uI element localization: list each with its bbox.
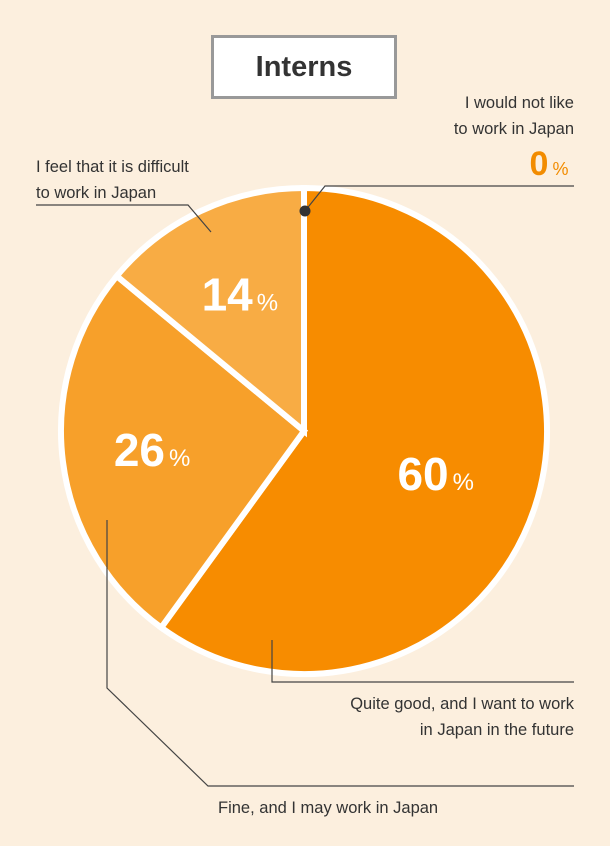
- slice-label-26: Fine, and I may work in Japan: [218, 795, 438, 821]
- slice-label-26-line-1: Fine, and I may work in Japan: [218, 799, 439, 817]
- slice-label-0-line-1: I would not like: [464, 94, 574, 112]
- pie-slices: [58, 184, 550, 677]
- value-label-60: 60%: [397, 448, 474, 500]
- slice-label-14: I feel that it is difficult to work in J…: [36, 154, 189, 206]
- slice-label-0: I would not like to work in Japan: [454, 90, 574, 142]
- leader-dot-0: [299, 205, 311, 217]
- value-label-14: 14%: [202, 269, 279, 321]
- slice-label-60: Quite good, and I want to work in Japan …: [350, 691, 574, 743]
- pie-slice-60: [156, 184, 550, 677]
- pie-slice-26: [58, 271, 309, 632]
- slice-label-60-line-2: in Japan in the future: [419, 721, 574, 739]
- leader-line-60: [271, 640, 574, 683]
- leader-line-14: [36, 204, 212, 233]
- leader-line-26: [106, 520, 574, 787]
- pie-slice-14: [112, 184, 307, 438]
- chart-title: Interns: [211, 35, 397, 99]
- slice-label-60-line-1: Quite good, and I want to work: [350, 695, 574, 713]
- leader-lines: [36, 185, 574, 787]
- slice-label-14-line-1: I feel that it is difficult: [36, 158, 189, 176]
- value-label-0: 0%: [530, 145, 569, 183]
- value-labels: 60 % 26 % 14 % 0%: [114, 145, 569, 500]
- value-label-26: 26%: [114, 424, 191, 476]
- leader-line-0: [304, 185, 574, 212]
- slice-label-14-line-2: to work in Japan: [36, 184, 157, 202]
- slice-label-0-line-2: to work in Japan: [453, 120, 574, 138]
